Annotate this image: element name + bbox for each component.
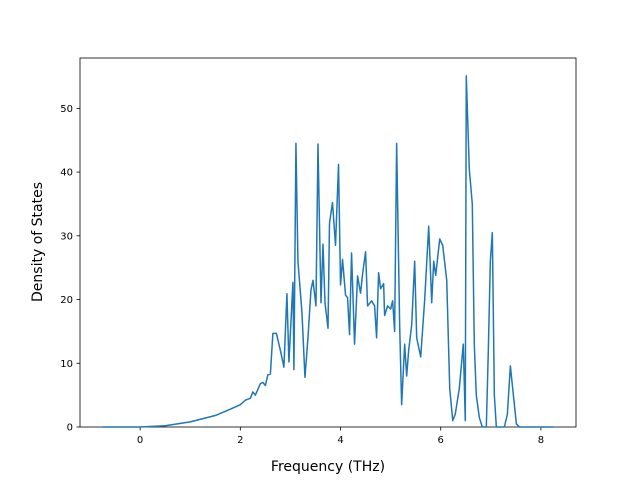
x-tick-label: 6 [438, 435, 444, 446]
y-tick-label: 40 [60, 168, 73, 179]
y-tick-label: 30 [60, 231, 73, 242]
y-axis-label: Density of States [30, 182, 46, 302]
plot-frame [79, 57, 577, 428]
x-tick-label: 8 [538, 435, 544, 446]
y-tick-label: 20 [60, 295, 73, 306]
y-tick-label: 0 [67, 423, 73, 434]
line-series [102, 75, 554, 428]
x-axis-label: Frequency (THz) [271, 459, 385, 475]
x-tick-label: 4 [337, 435, 343, 446]
y-tick-label: 10 [60, 359, 73, 370]
x-tick-label: 0 [137, 435, 143, 446]
x-tick-label: 2 [237, 435, 243, 446]
y-tick-label: 50 [60, 104, 73, 115]
